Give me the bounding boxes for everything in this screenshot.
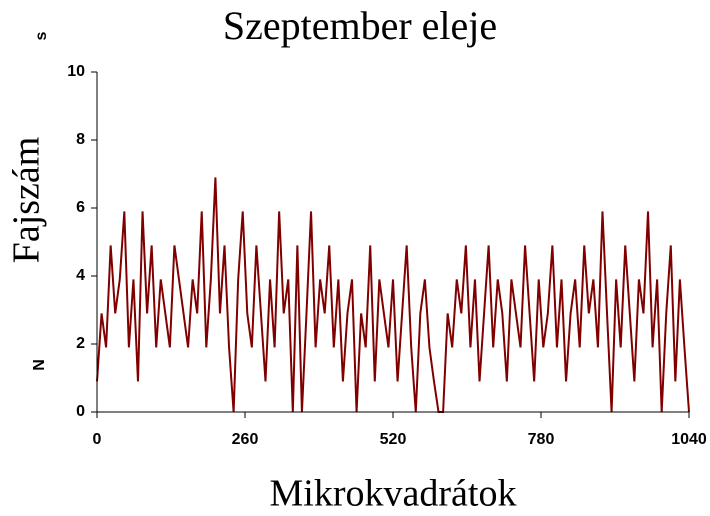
y-tick-label: 10 <box>67 63 85 80</box>
x-tick-label: 1040 <box>671 431 707 448</box>
chart-title: Szeptember eleje <box>223 3 497 48</box>
data-line <box>96 177 690 413</box>
x-axis-label: Mikrokvadrátok <box>270 473 517 515</box>
annotation: s <box>33 31 50 40</box>
x-tick-label: 520 <box>380 431 407 448</box>
y-tick-label: 0 <box>76 403 85 420</box>
x-tick-label: 780 <box>528 431 555 448</box>
y-axis-label: Fajszám <box>6 137 48 264</box>
y-tick-label: 4 <box>76 267 85 284</box>
annotation: N <box>31 359 48 371</box>
y-tick-label: 8 <box>76 131 85 148</box>
x-tick-label: 0 <box>93 431 102 448</box>
y-tick-label: 2 <box>76 335 85 352</box>
x-tick-label: 260 <box>232 431 259 448</box>
y-tick-label: 6 <box>76 199 85 216</box>
